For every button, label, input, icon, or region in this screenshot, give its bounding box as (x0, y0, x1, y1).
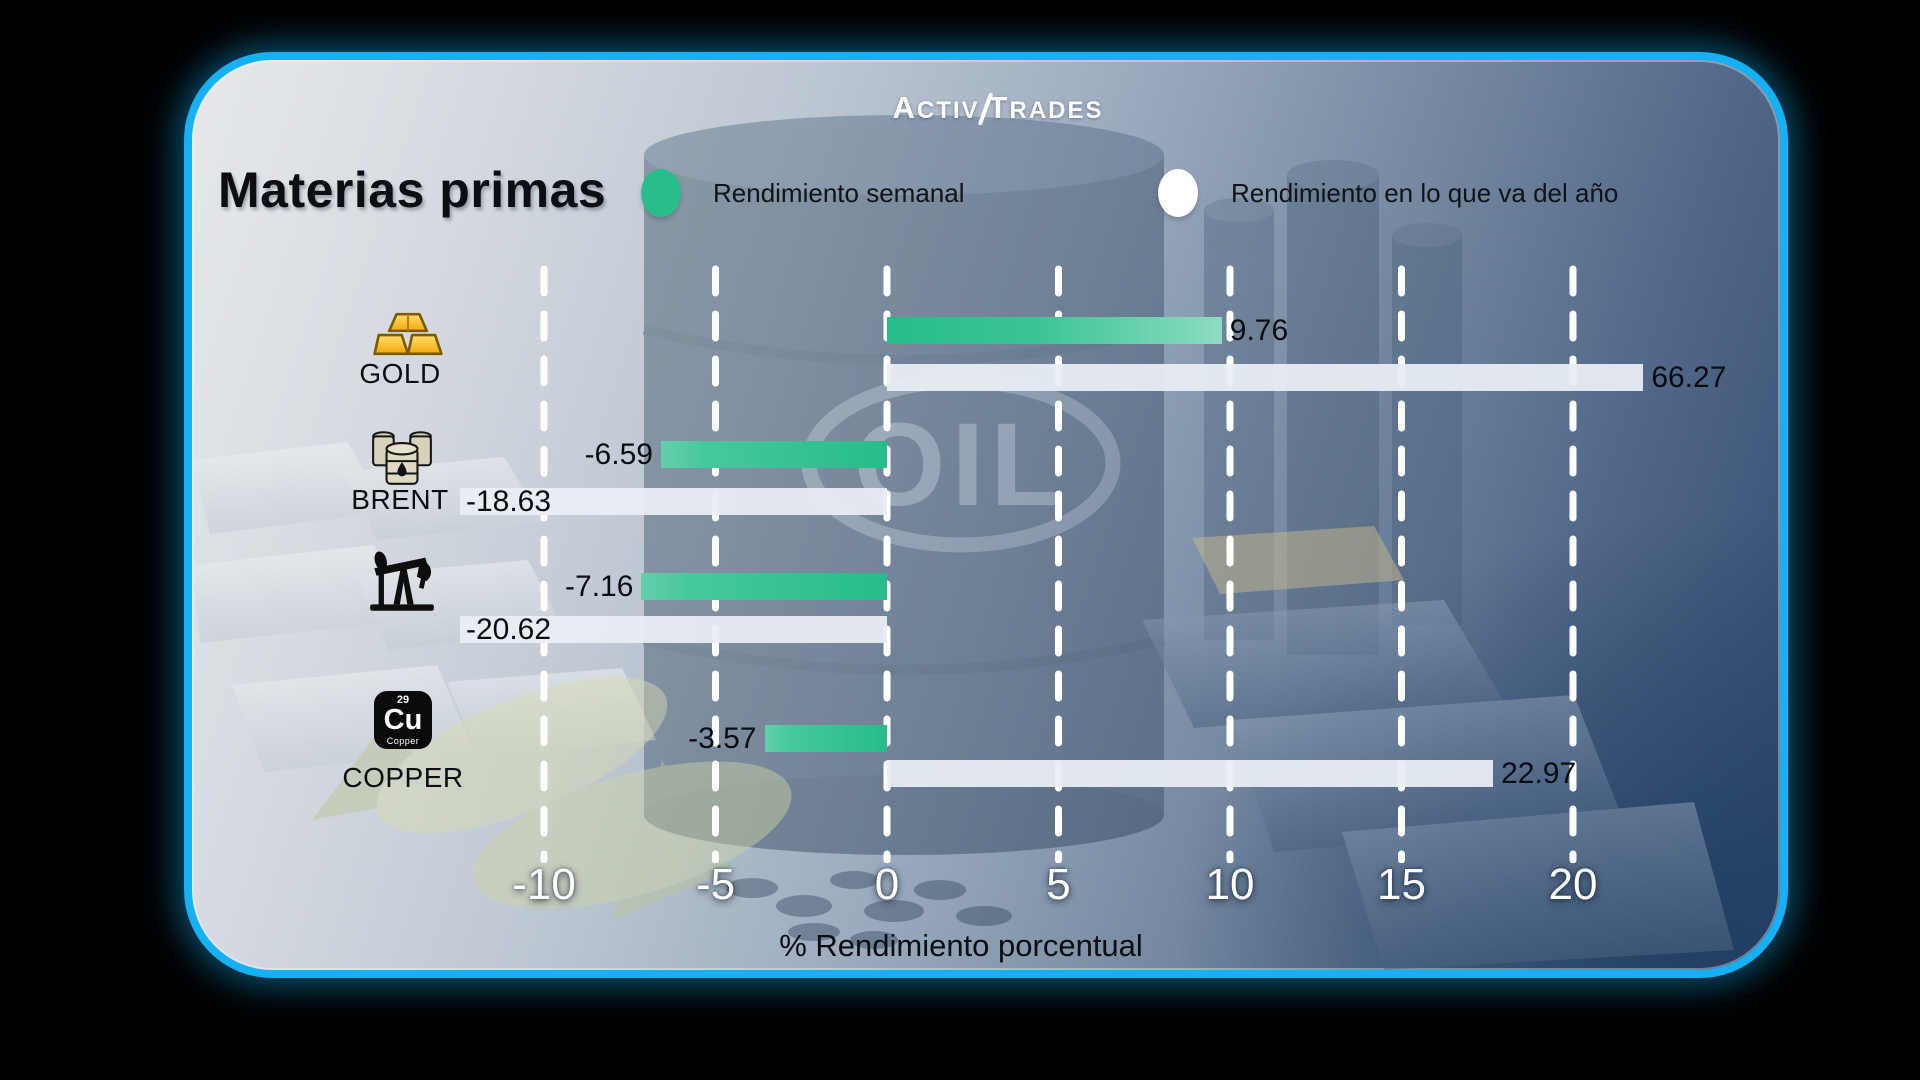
row-label-gold: GOLD (359, 358, 441, 389)
x-tick-15: 15 (1377, 860, 1426, 909)
copper-symbol: Cu (383, 704, 423, 736)
row-label-brent: BRENT (351, 484, 449, 515)
oil-pump-icon (370, 551, 434, 611)
x-tick--10: -10 (512, 860, 576, 909)
activtrades-logo: ACTIV TRADES (892, 90, 1103, 126)
value-label-weekly-BRENT: -6.59 (584, 438, 653, 471)
value-label-weekly-oil-pump: -7.16 (565, 570, 634, 603)
copper-atomic-number: 29 (396, 694, 410, 706)
row-label-copper: COPPER (342, 762, 464, 793)
logo-letter-a: A (892, 90, 917, 125)
bar-weekly-oil-pump (641, 573, 887, 600)
x-tick-10: 10 (1205, 860, 1255, 909)
legend-ytd-label: Rendimiento en lo que va del año (1231, 178, 1619, 208)
value-label-ytd-COPPER: 22.97 (1501, 757, 1577, 790)
legend-weekly-label: Rendimiento semanal (713, 178, 965, 208)
chart-card: OIL (184, 52, 1788, 978)
value-label-ytd-oil-pump: -20.62 (465, 613, 552, 646)
logo-letter-t: T (988, 90, 1010, 125)
copper-element-icon: 29 Cu Copper (374, 691, 432, 749)
x-axis-title: % Rendimiento porcentual (779, 928, 1143, 963)
bar-weekly-BRENT (660, 441, 887, 468)
bar-ytd-COPPER (887, 760, 1494, 787)
bar-ytd-oil-pump (459, 616, 887, 643)
copper-caption: Copper (386, 736, 420, 746)
logo-part2: RADES (1009, 97, 1104, 124)
gold-bars-icon (373, 312, 443, 356)
value-label-ytd-BRENT: -18.63 (465, 485, 552, 518)
value-label-weekly-GOLD: 9.76 (1229, 314, 1289, 347)
x-tick--5: -5 (695, 860, 736, 909)
value-label-ytd-GOLD: 66.27 (1651, 361, 1727, 394)
bar-weekly-COPPER (764, 725, 887, 752)
x-tick-20: 20 (1548, 860, 1598, 909)
logo-part1: CTIV (916, 97, 980, 124)
bar-weekly-GOLD (887, 317, 1222, 344)
legend-ytd-dot (1158, 169, 1198, 217)
oil-barrels-icon (372, 431, 432, 485)
x-tick-5: 5 (1046, 860, 1071, 909)
bar-ytd-GOLD (887, 364, 1644, 391)
page-title: Materias primas (218, 162, 607, 218)
bar-ytd-BRENT (459, 488, 887, 515)
value-label-weekly-COPPER: -3.57 (688, 722, 757, 755)
x-tick-0: 0 (874, 860, 900, 909)
legend-weekly-dot (641, 169, 681, 217)
